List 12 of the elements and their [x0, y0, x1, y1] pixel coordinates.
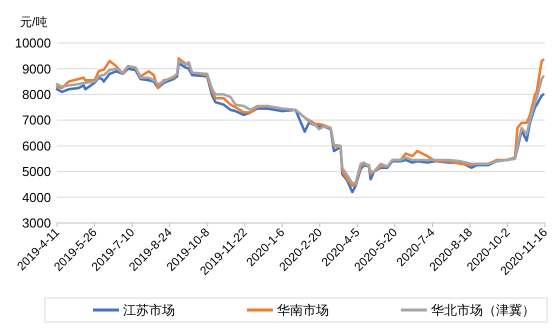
- y-tick-label: 4000: [22, 190, 51, 205]
- legend-label: 江苏市场: [123, 302, 175, 318]
- y-tick-label: 3000: [22, 216, 51, 231]
- y-tick-label: 7000: [22, 112, 51, 128]
- y-tick-label: 10000: [14, 36, 51, 51]
- y-tick-label: 6000: [22, 138, 51, 154]
- legend-label: 华北市场（津冀）: [430, 302, 535, 318]
- legend-label: 华南市场: [276, 302, 329, 318]
- y-tick-label: 8000: [22, 86, 51, 102]
- y-axis-title: 元/吨: [20, 15, 48, 29]
- y-tick-label: 9000: [22, 61, 51, 76]
- y-tick-label: 5000: [22, 164, 51, 180]
